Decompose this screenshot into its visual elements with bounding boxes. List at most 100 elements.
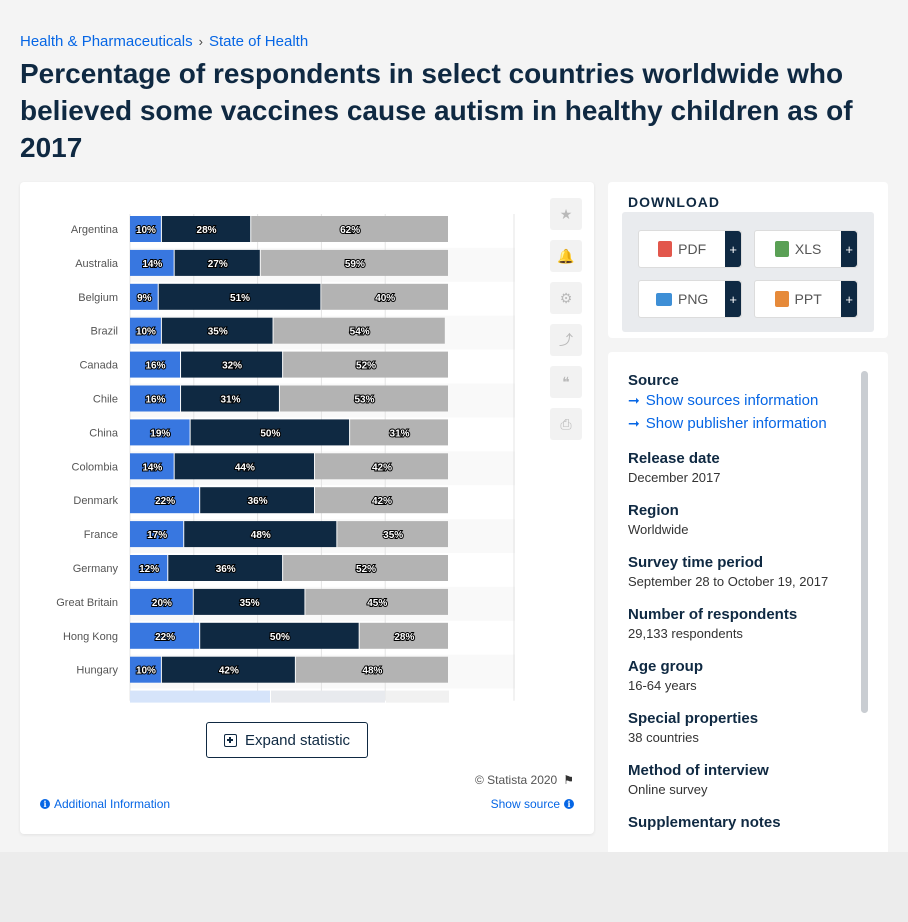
print-icon: ⎙ [560, 415, 572, 432]
print-button[interactable]: ⎙ [550, 408, 582, 440]
plus-icon[interactable]: + [725, 281, 741, 317]
arrow-right-icon: ➞ [628, 415, 640, 431]
plus-icon[interactable]: + [841, 231, 857, 267]
bar-segment [305, 588, 448, 615]
data-label: 31% [390, 428, 410, 439]
plus-icon[interactable]: + [725, 231, 741, 267]
quote-icon: ❝ [562, 373, 570, 390]
details-scrollbar[interactable] [861, 371, 868, 713]
bar-segment [184, 521, 337, 548]
stacked-bar-chart: Argentina 10% 28% 62% Australia 14% 27% 59% Belg… [56, 214, 515, 703]
show-publisher-link[interactable]: ➞ Show publisher information [628, 415, 856, 432]
statistic-details-panel: Source ➞ Show sources information ➞ Show… [608, 352, 888, 852]
meta-value: 29,133 respondents [628, 626, 743, 641]
download-ppt-button[interactable]: PPT + [754, 280, 858, 318]
data-label: 17% [147, 530, 167, 541]
data-label: 54% [350, 327, 370, 338]
faded-bar-segment [271, 690, 385, 703]
bar-segment [130, 351, 181, 378]
data-label: 19% [150, 428, 170, 439]
category-label: Great Britain [56, 597, 118, 609]
data-label: 51% [230, 293, 250, 304]
settings-button[interactable]: ⚙ [550, 282, 582, 314]
category-label: Colombia [72, 461, 119, 473]
data-label: 52% [356, 564, 376, 575]
pdf-file-icon [658, 241, 673, 257]
bar-segment [161, 656, 295, 683]
favorite-button[interactable]: ★ [550, 198, 582, 230]
bar-segment [130, 555, 168, 581]
meta-value: 38 countries [628, 730, 699, 745]
meta-label: Special properties [628, 710, 759, 727]
data-label: 14% [142, 462, 162, 473]
data-label: 36% [216, 564, 236, 575]
category-label: Germany [73, 563, 119, 575]
expand-statistic-button[interactable]: Expand statistic [206, 722, 368, 758]
additional-information-label: Additional Information [54, 797, 171, 811]
bar-segment [251, 216, 448, 242]
expand-statistic-label: Expand statistic [244, 731, 351, 749]
bar-segment [200, 622, 359, 649]
copyright-text[interactable]: © Statista 2020 [475, 773, 558, 787]
plus-icon[interactable]: + [841, 281, 857, 317]
breadcrumb: Health & Pharmaceuticals › State of Heal… [20, 33, 308, 50]
additional-information-link[interactable]: i Additional Information [40, 797, 170, 811]
bar-segment [174, 249, 260, 276]
download-title: DOWNLOAD [628, 194, 720, 210]
data-label: 22% [155, 496, 175, 507]
bar-segment [193, 588, 305, 615]
xls-file-icon [774, 241, 789, 257]
download-xls-button[interactable]: XLS + [754, 230, 858, 268]
bar-segment [130, 656, 161, 683]
info-icon: i [564, 799, 574, 809]
show-sources-link[interactable]: ➞ Show sources information [628, 392, 856, 409]
gear-icon: ⚙ [559, 289, 573, 306]
page-title: Percentage of respondents in select coun… [20, 58, 853, 163]
show-sources-label: Show sources information [645, 392, 819, 409]
share-button[interactable]: ⤴ [550, 324, 582, 356]
data-label: 27% [208, 259, 228, 270]
data-label: 48% [251, 530, 271, 541]
data-label: 44% [235, 462, 255, 473]
png-file-icon [655, 292, 672, 306]
bar-segment [174, 453, 315, 480]
bell-icon: 🔔 [557, 247, 575, 264]
download-pdf-button[interactable]: PDF + [638, 230, 742, 268]
category-label: Argentina [71, 224, 119, 236]
bar-segment [190, 419, 350, 446]
breadcrumb-link-state-of-health[interactable]: State of Health [208, 33, 309, 50]
bar-segment [283, 351, 448, 378]
data-label: 10% [136, 225, 156, 236]
bar-segment [181, 351, 283, 378]
bar-segment [283, 555, 448, 581]
flag-icon[interactable]: ⚑ [563, 773, 574, 787]
show-source-link[interactable]: Show source i [491, 797, 574, 811]
star-icon: ★ [559, 205, 573, 222]
bar-segment [200, 487, 315, 514]
download-card: DOWNLOAD PDF + XLS + PNG + PPT + [608, 182, 888, 338]
bar-segment [337, 521, 448, 548]
bar-segment [321, 283, 448, 310]
data-label: 50% [260, 428, 280, 439]
breadcrumb-separator: › [198, 34, 203, 49]
data-label: 42% [372, 496, 392, 507]
download-png-button[interactable]: PNG + [638, 280, 742, 318]
category-label: Chile [93, 394, 118, 406]
meta-label: Age group [628, 658, 703, 675]
meta-label: Method of interview [628, 762, 769, 779]
data-label: 36% [248, 496, 268, 507]
show-publisher-label: Show publisher information [645, 415, 827, 432]
breadcrumb-link-health[interactable]: Health & Pharmaceuticals [20, 33, 193, 50]
data-label: 53% [354, 395, 374, 406]
details-scrollbar-thumb[interactable] [861, 371, 868, 713]
cite-button[interactable]: ❝ [550, 366, 582, 398]
download-panel: PDF + XLS + PNG + PPT + [622, 212, 874, 332]
data-label: 35% [208, 327, 228, 338]
alert-button[interactable]: 🔔 [550, 240, 582, 272]
bar-segment [130, 588, 193, 615]
data-label: 28% [197, 225, 217, 236]
data-label: 10% [136, 327, 156, 338]
meta-value: 16-64 years [628, 678, 697, 693]
data-label: 52% [356, 361, 376, 372]
download-pdf-label: PDF [678, 241, 707, 257]
